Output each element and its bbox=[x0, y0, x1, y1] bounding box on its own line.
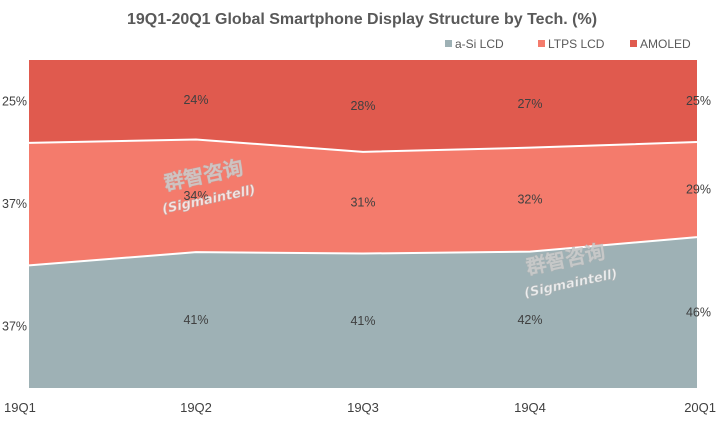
legend: a-Si LCD LTPS LCD AMOLED bbox=[445, 37, 691, 51]
data-label: 34% bbox=[183, 189, 208, 203]
data-labels: 37% 41% 41% 42% 46% 37% 34% 31% 32% 29% 25% 24% 28% 2… bbox=[2, 93, 711, 334]
x-tick-label: 20Q1 bbox=[684, 400, 716, 415]
x-tick-label: 19Q3 bbox=[347, 400, 379, 415]
legend-swatch bbox=[538, 40, 545, 47]
data-label: 29% bbox=[686, 183, 711, 197]
x-tick-label: 19Q4 bbox=[514, 400, 546, 415]
area-ltps-lcd bbox=[29, 139, 697, 266]
x-axis: 19Q1 19Q2 19Q3 19Q4 20Q1 bbox=[4, 400, 716, 415]
data-label: 27% bbox=[517, 97, 542, 111]
data-label: 24% bbox=[183, 93, 208, 107]
series-boundary-line bbox=[28, 138, 698, 153]
legend-swatch bbox=[445, 40, 452, 47]
data-label: 37% bbox=[2, 197, 27, 211]
series-boundary-line bbox=[28, 236, 698, 267]
plot-area bbox=[28, 60, 698, 388]
legend-label: AMOLED bbox=[640, 37, 691, 51]
x-tick-label: 19Q2 bbox=[180, 400, 212, 415]
legend-label: a-Si LCD bbox=[455, 37, 504, 51]
data-label: 25% bbox=[686, 94, 711, 108]
data-label: 41% bbox=[350, 314, 375, 328]
legend-label: LTPS LCD bbox=[548, 37, 605, 51]
legend-swatch bbox=[630, 40, 637, 47]
data-label: 31% bbox=[350, 196, 375, 210]
area-a-si-lcd bbox=[29, 237, 697, 388]
data-label: 42% bbox=[517, 313, 542, 327]
data-label: 41% bbox=[183, 313, 208, 327]
data-label: 32% bbox=[517, 193, 542, 207]
data-label: 28% bbox=[350, 99, 375, 113]
data-label: 46% bbox=[686, 306, 711, 320]
area-amoled bbox=[29, 60, 697, 152]
chart-title: 19Q1-20Q1 Global Smartphone Display Stru… bbox=[127, 11, 597, 28]
x-tick-label: 19Q1 bbox=[4, 400, 36, 415]
data-label: 25% bbox=[2, 94, 27, 108]
data-label: 37% bbox=[2, 320, 27, 334]
